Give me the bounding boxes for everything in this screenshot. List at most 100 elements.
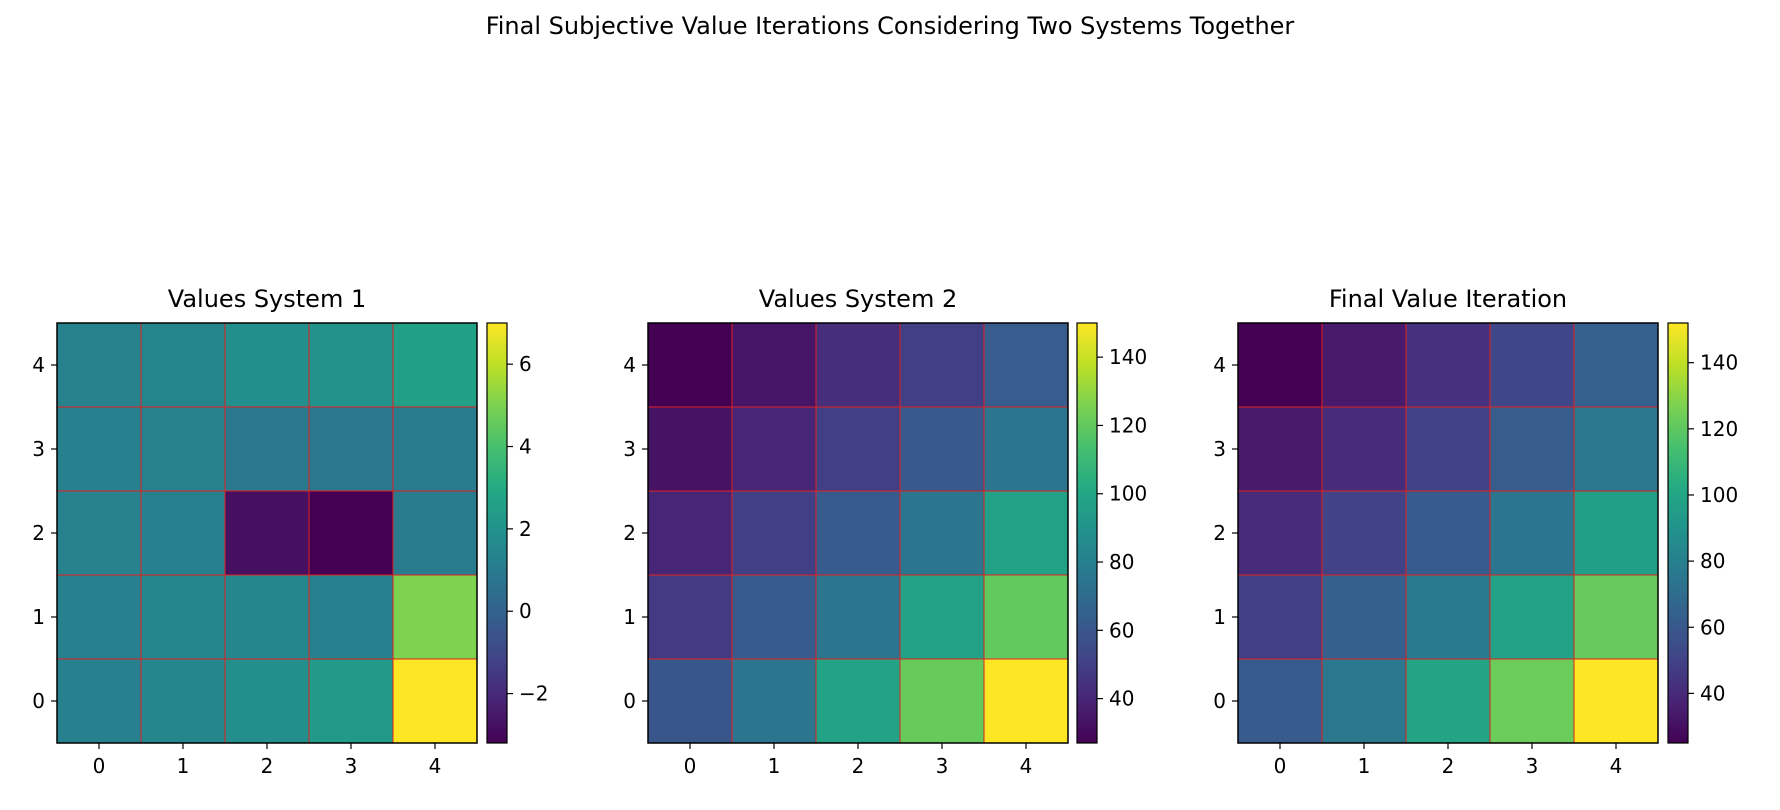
heatmap-cell [140, 406, 226, 492]
colorbar-tick-label: 40 [1700, 681, 1725, 705]
heatmap-cell [815, 322, 901, 408]
y-tick-label: 4 [32, 353, 45, 377]
heatmap-cell [224, 658, 310, 744]
colorbar-tick-label: 60 [1700, 615, 1725, 639]
colorbar-tick-label: 100 [1700, 483, 1738, 507]
heatmap-cell [1489, 406, 1575, 492]
colorbar-tick-label: 140 [1700, 351, 1738, 375]
colorbar-tick-label: 100 [1109, 482, 1147, 506]
x-tick-label: 0 [93, 754, 106, 778]
heatmap-cell [983, 490, 1069, 576]
y-tick-label: 3 [32, 437, 45, 461]
x-tick-label: 0 [1274, 754, 1287, 778]
colorbar-tick-label: 80 [1109, 550, 1134, 574]
heatmap-cell [899, 574, 985, 660]
heatmap-cell [1237, 490, 1323, 576]
heatmap-cell [1237, 406, 1323, 492]
heatmap-cell [1573, 658, 1659, 744]
panel-title: Final Value Iteration [1329, 285, 1567, 313]
y-tick-label: 3 [1213, 437, 1226, 461]
heatmap-cell [647, 574, 733, 660]
colorbar-tick-label: 120 [1700, 417, 1738, 441]
heatmap-cell [140, 490, 226, 576]
y-tick-label: 4 [1213, 353, 1226, 377]
heatmap-cell [140, 322, 226, 408]
x-tick-label: 1 [768, 754, 781, 778]
x-tick-label: 3 [1526, 754, 1539, 778]
heatmap-cell [224, 322, 310, 408]
heatmap-cell [1321, 322, 1407, 408]
heatmap-cell [647, 490, 733, 576]
colorbar [1076, 322, 1098, 744]
y-tick-label: 1 [32, 605, 45, 629]
colorbar [486, 322, 508, 744]
y-tick-label: 0 [1213, 689, 1226, 713]
heatmap-cell [308, 574, 394, 660]
heatmap-cell [899, 406, 985, 492]
y-tick-label: 4 [623, 353, 636, 377]
heatmap-cell [56, 406, 142, 492]
heatmap-cell [1405, 574, 1491, 660]
heatmap-cell [647, 322, 733, 408]
heatmap-cell [1489, 574, 1575, 660]
colorbar [1667, 322, 1689, 744]
heatmap-cell [899, 490, 985, 576]
x-tick-label: 4 [429, 754, 442, 778]
heatmap-cell [815, 574, 901, 660]
heatmap-cell [731, 658, 817, 744]
y-tick-label: 2 [1213, 521, 1226, 545]
x-tick-label: 2 [1442, 754, 1455, 778]
heatmap-cell [1321, 574, 1407, 660]
heatmap-cell [899, 658, 985, 744]
heatmap-cell [1237, 574, 1323, 660]
heatmap-cell [1489, 658, 1575, 744]
heatmap-cell [308, 658, 394, 744]
y-tick-label: 0 [32, 689, 45, 713]
heatmap-cell [1405, 406, 1491, 492]
heatmap-cell [392, 406, 478, 492]
x-tick-label: 4 [1610, 754, 1623, 778]
colorbar-tick-label: 40 [1109, 687, 1134, 711]
y-tick-label: 1 [1213, 605, 1226, 629]
heatmap-cell [224, 406, 310, 492]
y-tick-label: 1 [623, 605, 636, 629]
heatmap-cell [1489, 490, 1575, 576]
heatmap-cell [983, 658, 1069, 744]
heatmap-cell [1573, 322, 1659, 408]
heatmap-cell [56, 490, 142, 576]
heatmap-cell [1237, 322, 1323, 408]
figure-title: Final Subjective Value Iterations Consid… [486, 12, 1295, 40]
heatmap-cell [815, 490, 901, 576]
heatmap-cell [647, 406, 733, 492]
heatmap-cell [224, 490, 310, 576]
heatmap-cell [983, 574, 1069, 660]
heatmap-cell [1321, 658, 1407, 744]
x-tick-label: 2 [852, 754, 865, 778]
heatmap-cell [308, 490, 394, 576]
colorbar-tick-label: 6 [519, 352, 532, 376]
x-tick-label: 3 [345, 754, 358, 778]
panel-title: Values System 1 [168, 285, 366, 313]
y-tick-label: 2 [623, 521, 636, 545]
heatmap-cell [1573, 490, 1659, 576]
heatmap-cell [1405, 490, 1491, 576]
x-tick-label: 1 [1358, 754, 1371, 778]
heatmap-cell [983, 322, 1069, 408]
y-tick-label: 3 [623, 437, 636, 461]
heatmap-cell [224, 574, 310, 660]
heatmap-cell [899, 322, 985, 408]
heatmap-cell [1405, 658, 1491, 744]
heatmap-cell [56, 322, 142, 408]
heatmap-cell [56, 658, 142, 744]
heatmap-cell [731, 322, 817, 408]
y-tick-label: 2 [32, 521, 45, 545]
heatmap-cell [308, 406, 394, 492]
colorbar-tick-label: −2 [519, 682, 548, 706]
colorbar-tick-label: 4 [519, 435, 532, 459]
panel-title: Values System 2 [759, 285, 957, 313]
heatmap-cell [308, 322, 394, 408]
